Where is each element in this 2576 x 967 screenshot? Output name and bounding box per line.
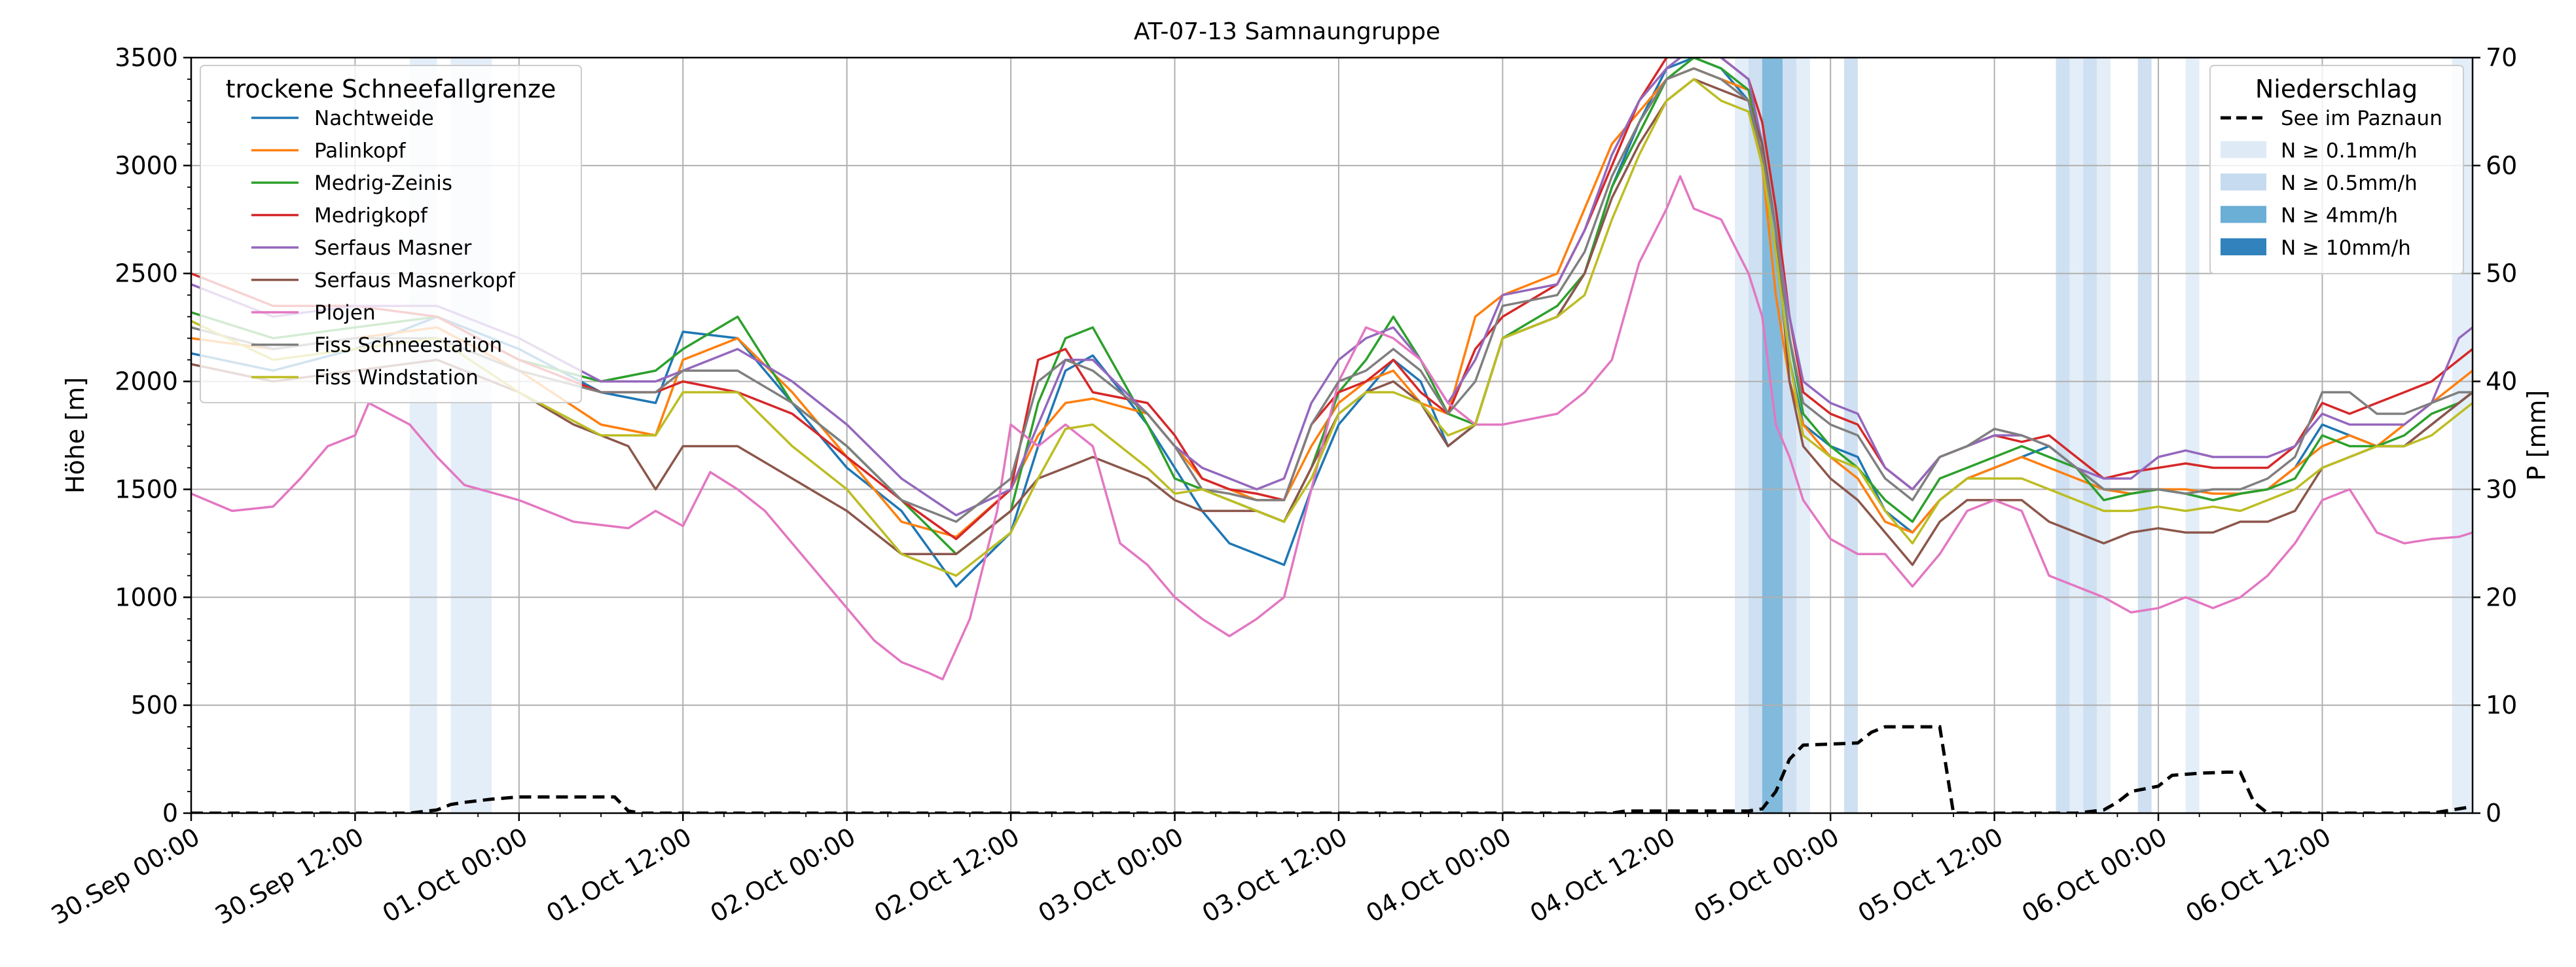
x-tick-label-6: 03.Oct 00:00 <box>1033 822 1188 928</box>
legend-label-0: Nachtweide <box>314 107 434 130</box>
legend-right-swatch-4 <box>2221 238 2266 255</box>
x-tick-label-5: 02.Oct 12:00 <box>869 822 1025 928</box>
y-tick-label-3: 1500 <box>115 475 178 503</box>
precip-band-12 <box>2137 58 2152 813</box>
legend-left: trockene Schneefallgrenze Nachtweide Pali… <box>200 65 582 403</box>
y2-axis-ticks: 0 10 20 30 40 50 60 70 <box>2473 43 2517 828</box>
x-tick-label-8: 04.Oct 00:00 <box>1361 822 1516 928</box>
series-line-medrigkopf <box>191 58 2473 541</box>
legend-label-6: Plojen <box>314 301 376 325</box>
legend-right-swatch-3 <box>2221 206 2266 223</box>
y-tick-label-2: 1000 <box>115 583 178 611</box>
precip-line-see-im-paznaun <box>191 725 2473 813</box>
precip-band-5 <box>1783 58 1797 813</box>
y-axis-ticks: 0 500 1000 1500 2000 2500 3000 3500 <box>115 43 191 828</box>
legend-right-box <box>2209 65 2464 274</box>
y-tick-label-7: 3500 <box>115 43 178 72</box>
y2-axis-label: P [mm] <box>2522 390 2551 481</box>
x-tick-label-4: 02.Oct 00:00 <box>706 822 861 928</box>
series-lines <box>191 58 2473 681</box>
x-tick-label-2: 01.Oct 00:00 <box>378 822 533 928</box>
y-tick-label-6: 3000 <box>115 151 178 180</box>
y-tick-label-5: 2500 <box>115 259 178 288</box>
legend-label-2: Medrig-Zeinis <box>314 172 452 195</box>
x-axis-ticks: 30.Sep 00:00 30.Sep 12:00 01.Oct 00:00 01.O… <box>46 813 2446 930</box>
legend-label-3: Medrigkopf <box>314 204 428 228</box>
y-tick-label-0: 0 <box>162 799 178 828</box>
legend-label-7: Fiss Schneestation <box>314 334 502 357</box>
legend-right-entries: See im Paznaun N ≥ 0.1mm/h N ≥ 0.5mm/h N ≥ … <box>2221 107 2442 260</box>
y2-tick-label-3: 30 <box>2486 475 2517 503</box>
x-tick-label-0: 30.Sep 00:00 <box>46 822 205 930</box>
y2-tick-label-1: 10 <box>2486 691 2517 720</box>
legend-left-entries: Nachtweide Palinkopf Medrig-Zeinis Medrigko… <box>251 107 516 390</box>
precip-band-7 <box>1844 58 1858 813</box>
y2-tick-label-7: 70 <box>2486 43 2517 72</box>
series-line-fiss-schneestation <box>191 67 2473 523</box>
legend-label-5: Serfaus Masnerkopf <box>314 269 516 293</box>
y-tick-label-1: 500 <box>130 691 178 720</box>
precip-band-13 <box>2185 58 2200 813</box>
legend-right-title: Niederschlag <box>2255 75 2418 103</box>
precip-band-3 <box>1748 58 1762 813</box>
x-tick-label-13: 06.Oct 12:00 <box>2181 822 2336 928</box>
legend-right-swatch-1 <box>2221 141 2266 158</box>
x-tick-label-3: 01.Oct 12:00 <box>541 822 697 928</box>
x-tick-label-1: 30.Sep 12:00 <box>210 822 369 930</box>
y-tick-label-4: 2000 <box>115 367 178 396</box>
legend-right-label-2: N ≥ 0.5mm/h <box>2281 172 2418 195</box>
legend-left-title: trockene Schneefallgrenze <box>226 75 556 103</box>
y2-tick-label-6: 60 <box>2486 151 2517 180</box>
plot-frame <box>190 56 2474 814</box>
precip-band-9 <box>2069 58 2084 813</box>
precip-band-11 <box>2097 58 2111 813</box>
x-tick-label-9: 04.Oct 12:00 <box>1525 822 1680 928</box>
legend-right-label-3: N ≥ 4mm/h <box>2281 204 2398 228</box>
chart-title: AT-07-13 Samnaungruppe <box>1134 18 1440 45</box>
y2-tick-label-5: 50 <box>2486 259 2517 288</box>
legend-right-label-1: N ≥ 0.1mm/h <box>2281 139 2418 163</box>
legend-label-4: Serfaus Masner <box>314 236 472 260</box>
y-axis-label: Höhe [m] <box>61 377 90 494</box>
x-tick-label-10: 05.Oct 00:00 <box>1689 822 1844 928</box>
series-line-plojen <box>191 175 2473 681</box>
legend-label-8: Fiss Windstation <box>314 366 479 390</box>
legend-right-swatch-2 <box>2221 173 2266 191</box>
legend-right-label-4: N ≥ 10mm/h <box>2281 236 2411 260</box>
x-tick-label-7: 03.Oct 12:00 <box>1197 822 1352 928</box>
series-line-fiss-windstation <box>191 78 2473 577</box>
precip-band-8 <box>2056 58 2070 813</box>
x-tick-label-12: 06.Oct 00:00 <box>2017 822 2172 928</box>
precip-band-2 <box>1735 58 1749 813</box>
legend-right: Niederschlag See im Paznaun N ≥ 0.1mm/h N … <box>2209 65 2464 274</box>
legend-right-label-0: See im Paznaun <box>2281 107 2442 130</box>
precip-band-10 <box>2083 58 2097 813</box>
series-line-serfaus-masner <box>191 58 2473 517</box>
precipitation-line <box>191 725 2473 813</box>
series-line-serfaus-masnerkopf <box>191 78 2473 566</box>
y2-tick-label-2: 20 <box>2486 583 2517 611</box>
x-tick-label-11: 05.Oct 12:00 <box>1853 822 2008 928</box>
legend-label-1: Palinkopf <box>314 139 407 163</box>
y2-tick-label-0: 0 <box>2486 799 2501 828</box>
y2-tick-label-4: 40 <box>2486 367 2517 396</box>
